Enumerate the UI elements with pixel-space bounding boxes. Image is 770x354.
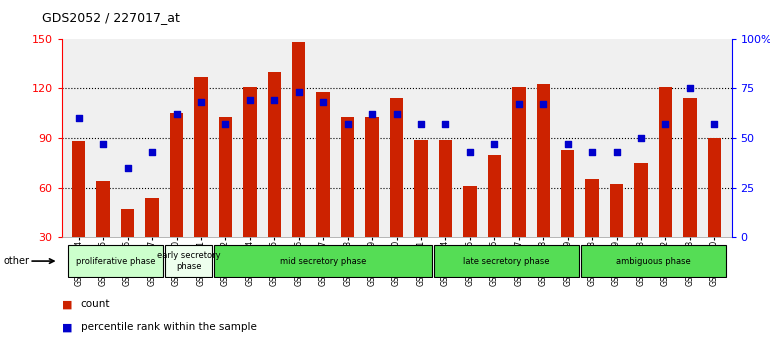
Text: GDS2052 / 227017_at: GDS2052 / 227017_at [42, 11, 180, 24]
Bar [268, 72, 281, 287]
Bar [487, 155, 501, 287]
Text: ■: ■ [62, 299, 72, 309]
Bar [121, 209, 134, 287]
Point [366, 112, 378, 117]
Point [561, 141, 574, 147]
Point [293, 90, 305, 95]
Bar [610, 184, 623, 287]
Point [537, 102, 550, 107]
Text: ■: ■ [62, 322, 72, 332]
Point [635, 135, 648, 141]
Bar [219, 116, 232, 287]
Point [195, 99, 207, 105]
Point [243, 98, 256, 103]
Bar [512, 87, 525, 287]
Point [659, 121, 671, 127]
Text: mid secretory phase: mid secretory phase [280, 257, 367, 266]
Bar [434, 245, 579, 277]
Bar [659, 87, 672, 287]
Bar [68, 245, 163, 277]
Bar [585, 179, 599, 287]
Bar [581, 245, 725, 277]
Bar [166, 245, 212, 277]
Point [146, 149, 158, 155]
Bar [366, 116, 379, 287]
Bar [214, 245, 432, 277]
Point [684, 86, 696, 91]
Point [586, 149, 598, 155]
Point [268, 98, 280, 103]
Point [219, 121, 232, 127]
Text: ambiguous phase: ambiguous phase [616, 257, 691, 266]
Point [488, 141, 500, 147]
Point [513, 102, 525, 107]
Bar [439, 140, 452, 287]
Point [415, 121, 427, 127]
Bar [390, 98, 403, 287]
Point [390, 112, 403, 117]
Bar [561, 150, 574, 287]
Text: percentile rank within the sample: percentile rank within the sample [81, 322, 256, 332]
Point [464, 149, 476, 155]
Point [72, 115, 85, 121]
Point [341, 121, 353, 127]
Text: late secretory phase: late secretory phase [464, 257, 550, 266]
Point [317, 99, 330, 105]
Text: other: other [4, 256, 30, 266]
Text: proliferative phase: proliferative phase [75, 257, 155, 266]
Bar [708, 138, 721, 287]
Bar [414, 140, 427, 287]
Bar [341, 116, 354, 287]
Bar [683, 98, 697, 287]
Bar [96, 181, 110, 287]
Point [170, 112, 182, 117]
Bar [464, 186, 477, 287]
Bar [72, 141, 85, 287]
Point [122, 165, 134, 171]
Bar [316, 92, 330, 287]
Point [611, 149, 623, 155]
Bar [170, 113, 183, 287]
Bar [194, 77, 208, 287]
Point [708, 121, 721, 127]
Text: early secretory
phase: early secretory phase [157, 251, 220, 271]
Bar [146, 198, 159, 287]
Point [440, 121, 452, 127]
Text: count: count [81, 299, 110, 309]
Bar [634, 163, 648, 287]
Bar [537, 84, 550, 287]
Bar [292, 42, 306, 287]
Point [97, 141, 109, 147]
Bar [243, 87, 256, 287]
